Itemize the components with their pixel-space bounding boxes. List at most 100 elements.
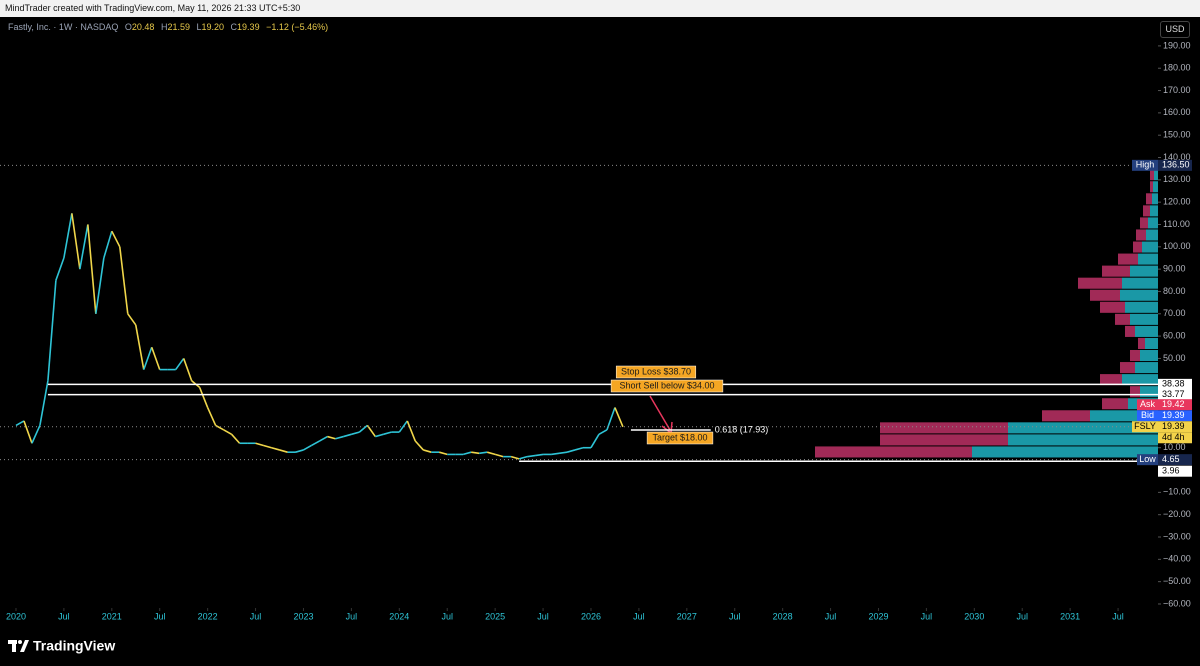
symbol-legend: Fastly, Inc. · 1W · NASDAQ O20.48 H21.59… [8, 22, 328, 32]
x-tick-label: Jul [633, 611, 645, 621]
change: −1.12 (−5.46%) [266, 22, 329, 32]
y-tick-label: 120.00 [1163, 197, 1191, 207]
volume-down [1150, 181, 1153, 193]
ohlc-value: 21.59 [167, 22, 190, 32]
x-tick-label: 2027 [677, 611, 697, 621]
x-tick-label: 2020 [6, 611, 26, 621]
price-label: 136.50 [1162, 160, 1190, 170]
volume-up [1142, 241, 1158, 253]
price-segment [255, 442, 264, 447]
y-tick-label: 70.00 [1163, 308, 1186, 318]
volume-up [1008, 434, 1158, 446]
price-segment [111, 230, 121, 248]
ohlc-value: 20.48 [131, 22, 155, 32]
x-tick-label: Jul [250, 611, 262, 621]
x-tick-label: Jul [1112, 611, 1124, 621]
y-tick-label: −50.00 [1163, 576, 1191, 586]
price-segment [118, 246, 129, 314]
volume-up [1152, 193, 1158, 205]
volume-up [1135, 325, 1158, 337]
logo: TradingView [8, 638, 115, 654]
volume-up [1148, 217, 1158, 229]
y-tick-label: 150.00 [1163, 130, 1191, 140]
countdown-box [1158, 432, 1192, 444]
logo-part [20, 640, 29, 652]
ohlc-key: C [230, 22, 238, 32]
price-label-box [1158, 421, 1192, 433]
y-tick-label: 180.00 [1163, 63, 1191, 73]
price-tag: Low [1139, 454, 1156, 464]
price-segment [574, 446, 584, 451]
price-segment [15, 420, 25, 427]
y-tick-label: 60.00 [1163, 330, 1186, 340]
volume-down [1133, 241, 1142, 253]
volume-up [1154, 169, 1158, 181]
volume-down [1102, 398, 1128, 410]
price-segment [134, 324, 145, 370]
annotation-box [615, 365, 697, 379]
price-tag: High [1136, 160, 1155, 170]
volume-up [1138, 253, 1158, 265]
volume-down [1138, 337, 1145, 349]
price-segment [534, 453, 544, 457]
volume-down [880, 434, 1008, 446]
x-tick-label: Jul [825, 611, 837, 621]
price-segment [271, 446, 280, 451]
volume-up [1130, 265, 1158, 277]
ohlc-value: 19.20 [201, 22, 225, 32]
price-segment [398, 420, 408, 433]
price-segment [142, 346, 153, 370]
logo-part [18, 640, 22, 644]
volume-down [1140, 217, 1148, 229]
volume-up [1120, 289, 1158, 301]
price-segment [103, 230, 113, 259]
y-tick-label: 10.00 [1163, 442, 1186, 452]
volume-up [1153, 181, 1158, 193]
price-segment [566, 449, 576, 453]
price-segment [598, 429, 608, 436]
volume-up [972, 446, 1158, 458]
volume-up [1008, 422, 1158, 434]
volume-down [1042, 410, 1090, 422]
price-segment [327, 435, 336, 440]
y-tick-label: −30.00 [1163, 531, 1191, 541]
y-tick-label: 190.00 [1163, 40, 1191, 50]
ohlc-key: H [160, 22, 168, 32]
price-tag-box [1132, 421, 1158, 433]
price-segment [31, 425, 41, 444]
price-segment [223, 429, 232, 436]
y-tick-label: 130.00 [1163, 174, 1191, 184]
price-segment [423, 449, 432, 453]
y-tick-label: 80.00 [1163, 286, 1186, 296]
logo-part [12, 640, 16, 652]
x-tick-label: 2024 [389, 611, 409, 621]
volume-up [1150, 205, 1158, 217]
x-tick-label: Jul [346, 611, 358, 621]
price-segment [206, 407, 217, 426]
volume-down [1078, 277, 1122, 289]
price-tag-box [1137, 410, 1158, 422]
price-label: 19.39 [1162, 421, 1185, 431]
price-label: 38.38 [1162, 379, 1185, 389]
volume-down [1115, 313, 1130, 325]
x-tick-label: 2023 [293, 611, 313, 621]
price-label-box [1158, 454, 1192, 466]
x-tick-label: Jul [58, 611, 70, 621]
price-segment [231, 433, 241, 444]
currency-button[interactable]: USD [1160, 21, 1190, 38]
ohlc-key: O [124, 22, 132, 32]
price-segment [383, 431, 392, 436]
volume-down [1130, 349, 1140, 362]
price-segment [279, 449, 288, 453]
price-segment [319, 435, 328, 442]
price-segment [462, 451, 472, 456]
price-label-box [1158, 389, 1192, 401]
y-tick-label: 170.00 [1163, 85, 1191, 95]
volume-up [1122, 374, 1158, 386]
volume-down [1120, 362, 1135, 374]
volume-down [1100, 374, 1122, 386]
price-segment [55, 257, 65, 281]
